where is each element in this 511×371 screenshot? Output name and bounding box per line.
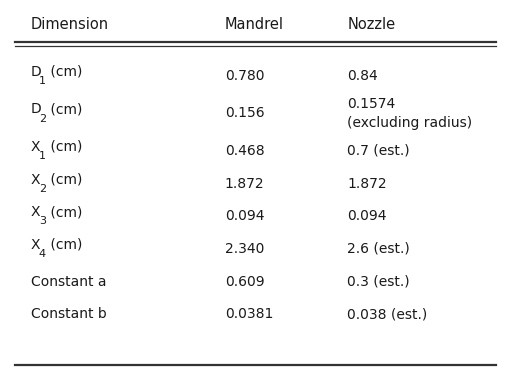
Text: 0.094: 0.094 bbox=[347, 209, 387, 223]
Text: 2.6 (est.): 2.6 (est.) bbox=[347, 242, 410, 256]
Text: Constant b: Constant b bbox=[31, 307, 106, 321]
Text: Dimension: Dimension bbox=[31, 17, 109, 32]
Text: Mandrel: Mandrel bbox=[225, 17, 284, 32]
Text: X: X bbox=[31, 238, 40, 252]
Text: 0.7 (est.): 0.7 (est.) bbox=[347, 144, 410, 158]
Text: 2.340: 2.340 bbox=[225, 242, 264, 256]
Text: D: D bbox=[31, 102, 41, 116]
Text: 0.094: 0.094 bbox=[225, 209, 264, 223]
Text: 0.1574: 0.1574 bbox=[347, 97, 396, 111]
Text: (cm): (cm) bbox=[46, 173, 83, 187]
Text: 0.468: 0.468 bbox=[225, 144, 265, 158]
Text: (cm): (cm) bbox=[46, 205, 83, 219]
Text: 0.609: 0.609 bbox=[225, 275, 265, 289]
Text: 0.3 (est.): 0.3 (est.) bbox=[347, 275, 410, 289]
Text: 1.872: 1.872 bbox=[225, 177, 265, 191]
Text: X: X bbox=[31, 173, 40, 187]
Text: D: D bbox=[31, 65, 41, 79]
Text: 2: 2 bbox=[39, 184, 46, 194]
Text: 1.872: 1.872 bbox=[347, 177, 387, 191]
Text: 0.156: 0.156 bbox=[225, 106, 265, 120]
Text: Nozzle: Nozzle bbox=[347, 17, 396, 32]
Text: 0.0381: 0.0381 bbox=[225, 307, 273, 321]
Text: (cm): (cm) bbox=[46, 102, 83, 116]
Text: (excluding radius): (excluding radius) bbox=[347, 116, 473, 129]
Text: (cm): (cm) bbox=[46, 65, 83, 79]
Text: 3: 3 bbox=[39, 216, 46, 226]
Text: 1: 1 bbox=[39, 151, 46, 161]
Text: X: X bbox=[31, 205, 40, 219]
Text: Constant a: Constant a bbox=[31, 275, 106, 289]
Text: 0.84: 0.84 bbox=[347, 69, 378, 83]
Text: 1: 1 bbox=[39, 76, 46, 86]
Text: 0.038 (est.): 0.038 (est.) bbox=[347, 307, 428, 321]
Text: 0.780: 0.780 bbox=[225, 69, 264, 83]
Text: 4: 4 bbox=[39, 249, 46, 259]
Text: 2: 2 bbox=[39, 114, 46, 124]
Text: X: X bbox=[31, 140, 40, 154]
Text: (cm): (cm) bbox=[46, 140, 83, 154]
Text: (cm): (cm) bbox=[46, 238, 83, 252]
